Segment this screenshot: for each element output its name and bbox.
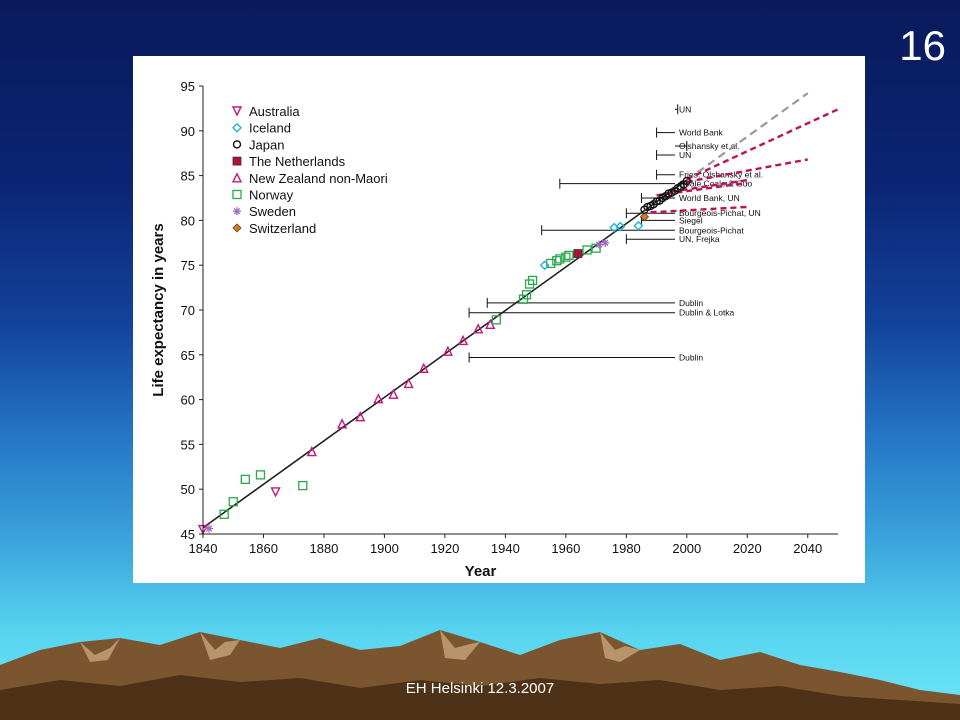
- legend-marker-australia: [231, 106, 243, 117]
- y-tick-label: 65: [181, 348, 195, 363]
- claim-label: World Bank, UN: [679, 193, 740, 203]
- legend-label-australia: Australia: [249, 104, 300, 119]
- claim-label: Dublin: [679, 352, 703, 362]
- iceland-data-point: [539, 260, 550, 271]
- switzerland-data-point: [639, 212, 650, 222]
- nz-data-point: [403, 377, 414, 389]
- nz-data-point: [306, 446, 317, 457]
- x-tick-label: 1980: [612, 541, 641, 556]
- x-tick-label: 1840: [189, 541, 218, 556]
- norway-data-point: [240, 474, 250, 484]
- y-tick-label: 90: [181, 124, 195, 139]
- nz-data-point: [442, 345, 454, 356]
- claim-label: Bourgeois-Pichat, UN: [679, 208, 761, 218]
- australia-data-point: [270, 487, 281, 498]
- nz-data-point: [336, 418, 348, 429]
- claim-label: Dublin & Lotka: [679, 308, 735, 318]
- norway-data-point: [255, 470, 266, 480]
- legend-marker-netherlands: [232, 156, 242, 166]
- claim-label: Siegel: [679, 215, 703, 225]
- nz-data-point: [388, 388, 399, 399]
- projection-line: [671, 178, 748, 193]
- claim-label: Olshansky et al.: [679, 141, 739, 151]
- claim-label: UN: [679, 104, 691, 114]
- projection-line: [686, 108, 839, 181]
- y-tick-label: 60: [181, 393, 195, 408]
- y-tick-label: 85: [181, 169, 195, 184]
- legend-marker-nz: [231, 172, 243, 183]
- legend-label-nz: New Zealand non-Maori: [249, 171, 388, 186]
- norway-data-point: [564, 250, 574, 260]
- iceland-data-point: [615, 221, 626, 232]
- y-tick-label: 70: [181, 303, 195, 318]
- x-tick-label: 1860: [249, 541, 278, 556]
- projection-line: [650, 205, 748, 214]
- norway-data-point: [521, 290, 532, 300]
- y-tick-label: 95: [181, 79, 195, 94]
- nz-data-point: [457, 334, 469, 346]
- claim-label: Dublin: [679, 298, 703, 308]
- claim-label: Coale Coale & Guo: [679, 179, 753, 189]
- nz-data-point: [373, 393, 384, 404]
- x-tick-label: 2040: [793, 541, 822, 556]
- y-tick-label: 45: [181, 527, 195, 542]
- x-tick-label: 1960: [551, 541, 580, 556]
- legend-label-netherlands: The Netherlands: [249, 154, 346, 169]
- y-tick-label: 50: [181, 482, 195, 497]
- slide-number: 16: [899, 22, 946, 69]
- chart-panel: UN World Bank Olshansky et al. UN Fries, Ols…: [133, 56, 865, 583]
- y-tick-label: 75: [181, 258, 195, 273]
- claim-label: UN, Frejka: [679, 234, 720, 244]
- norway-data-point: [552, 256, 562, 266]
- x-tick-label: 1940: [491, 541, 520, 556]
- x-tick-label: 1880: [309, 541, 338, 556]
- legend-label-norway: Norway: [249, 188, 294, 203]
- trend-extension-line: [686, 92, 809, 181]
- legend-label-japan: Japan: [249, 137, 284, 152]
- sweden-data-point: [601, 238, 610, 247]
- legend-marker-iceland: [232, 122, 242, 133]
- norway-data-point: [491, 315, 501, 325]
- iceland-data-point: [633, 220, 644, 231]
- x-tick-label: 1900: [370, 541, 399, 556]
- norway-data-point: [582, 245, 592, 255]
- y-tick-label: 55: [181, 437, 195, 452]
- norway-data-point: [298, 480, 308, 491]
- footer-text: EH Helsinki 12.3.2007: [405, 680, 555, 697]
- claim-label: World Bank: [679, 128, 724, 138]
- japan-data-point: [682, 176, 692, 186]
- nz-data-point: [355, 411, 366, 422]
- mountain-range: [0, 630, 960, 720]
- x-tick-label: 2020: [733, 541, 762, 556]
- norway-data-point: [561, 252, 571, 262]
- legend-marker-norway: [232, 189, 242, 200]
- norway-data-point: [219, 509, 229, 519]
- netherlands-data-point: [573, 249, 583, 258]
- legend-label-sweden: Sweden: [249, 204, 296, 219]
- legend-marker-switzerland: [232, 223, 242, 233]
- norway-data-point: [228, 497, 238, 507]
- nz-data-point: [473, 323, 484, 334]
- norway-data-point: [555, 254, 565, 264]
- legend-marker-sweden: [233, 207, 241, 216]
- x-tick-label: 1920: [430, 541, 459, 556]
- claim-label: Bourgeois-Pichat: [679, 225, 744, 235]
- projection-line: [686, 158, 808, 184]
- claim-label: UN: [679, 150, 691, 160]
- nz-data-point: [418, 362, 429, 373]
- y-tick-label: 80: [181, 213, 195, 228]
- sweden-data-point: [595, 240, 604, 249]
- legend-marker-japan: [232, 140, 242, 149]
- y-axis-label: Life expectancy in years: [150, 223, 167, 396]
- norway-data-point: [527, 275, 538, 286]
- x-axis-label: Year: [465, 563, 497, 580]
- sweden-data-point: [205, 524, 214, 533]
- legend-label-iceland: Iceland: [249, 121, 291, 136]
- legend-label-switzerland: Switzerland: [249, 221, 316, 236]
- x-tick-label: 2000: [672, 541, 701, 556]
